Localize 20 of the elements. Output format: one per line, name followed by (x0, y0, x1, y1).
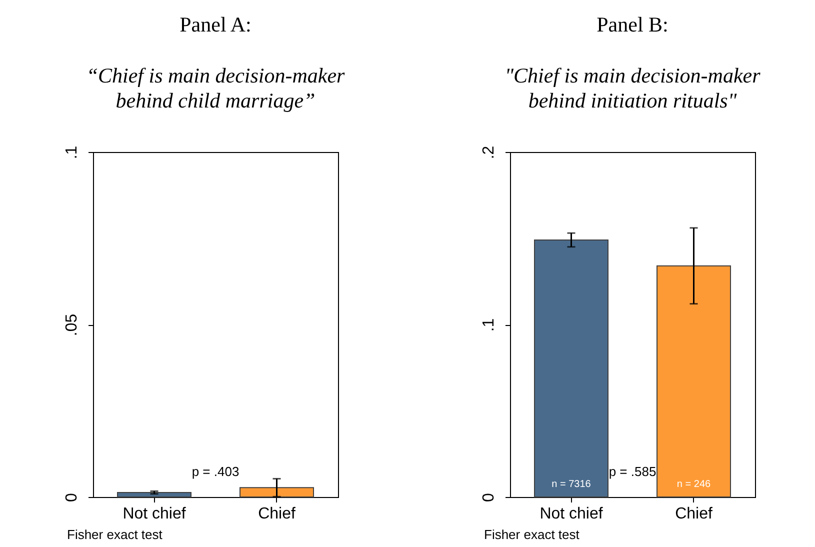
y-tick-label: .1 (480, 318, 498, 332)
annotation: n = 246 (676, 479, 712, 490)
y-tick-label: .05 (64, 314, 80, 336)
x-tick-label: Chief (258, 506, 296, 522)
annotation: p = .585 (608, 464, 656, 479)
x-tick-label: Not chief (540, 506, 604, 522)
x-tick-label: Not chief (122, 506, 186, 522)
annotation: n = 7316 (552, 479, 592, 490)
y-tick-label: .1 (64, 146, 80, 160)
chart-subtitle: "Chief is main decision-maker behind initiation rituals" (504, 63, 762, 112)
text: Fisher exact test (67, 527, 163, 542)
annotation: p = .403 (192, 464, 240, 479)
text: Fisher exact test (484, 527, 580, 542)
x-tick-label: Chief (675, 506, 713, 522)
y-tick-label: 0 (480, 492, 498, 502)
chart-subtitle: “Chief is main decision-maker behind child marriage” (86, 63, 346, 112)
chart-title: Panel A: (180, 12, 252, 36)
chart-title: Panel B: (596, 12, 668, 36)
y-tick-label: .2 (480, 146, 498, 160)
y-tick-label: 0 (64, 492, 80, 502)
